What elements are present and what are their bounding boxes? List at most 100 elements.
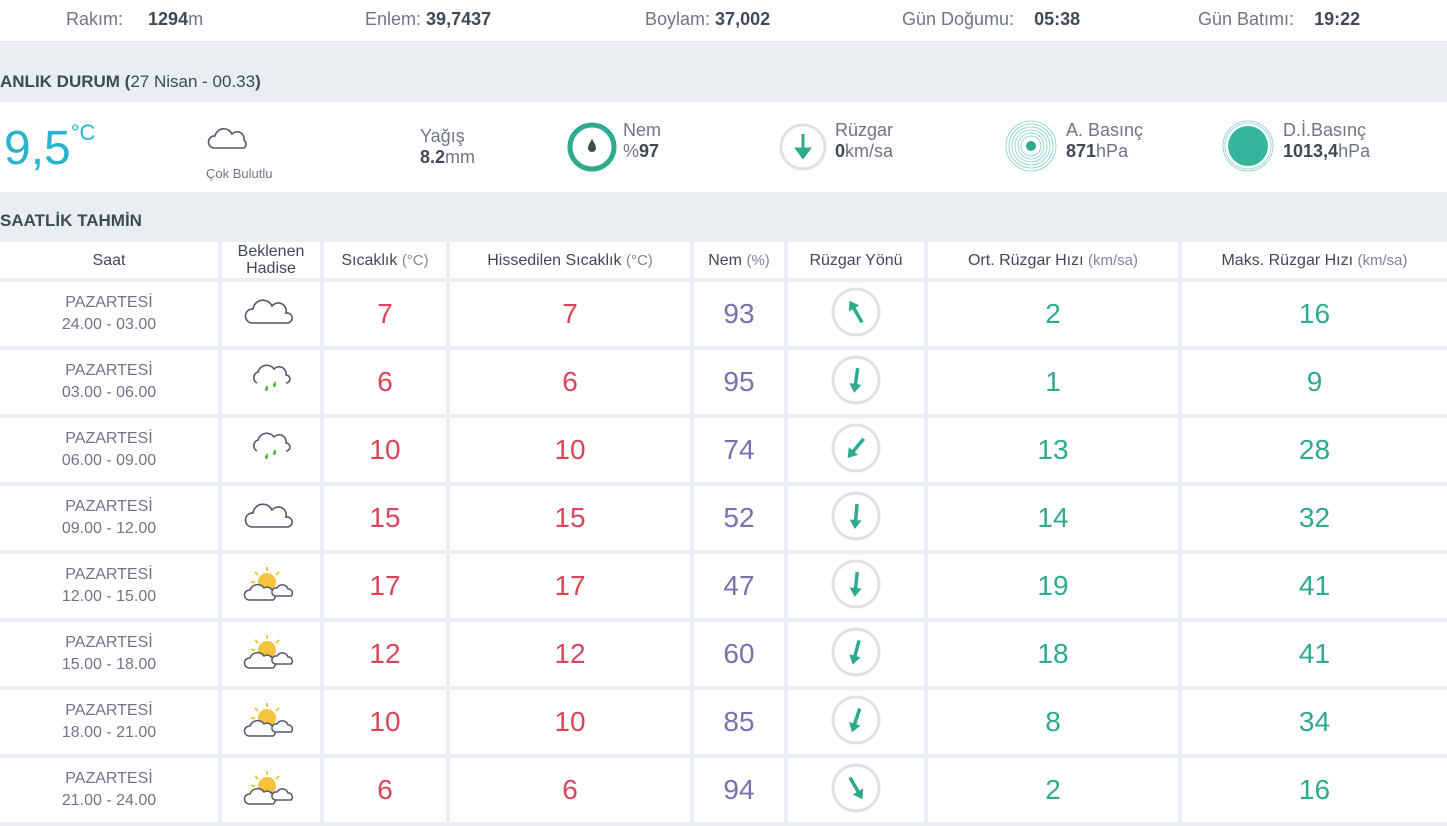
temperature: 6 [324,350,446,414]
table-row: PAZARTESİ 03.00 - 06.00 6 6 95 1 9 [0,350,1447,414]
col-ort: Ort. Rüzgar Hızı (km/sa) [928,242,1178,278]
wind-direction-icon [788,486,924,550]
rain-weather-icon [222,418,320,482]
max-wind-speed: 16 [1182,758,1447,822]
table-row: PAZARTESİ 12.00 - 15.00 17 17 47 19 41 [0,554,1447,618]
day-label: PAZARTESİ [65,362,153,379]
avg-wind-speed: 8 [928,690,1178,754]
wind-direction-icon [788,282,924,346]
day-label: PAZARTESİ [65,566,153,583]
wind-direction-icon [788,418,924,482]
col-nem: Nem (%) [694,242,784,278]
humidity: 60 [694,622,784,686]
cloud-weather-icon [222,282,320,346]
time-range: 12.00 - 15.00 [61,588,157,605]
wind-direction-icon [788,350,924,414]
humidity: 74 [694,418,784,482]
col-sicaklik: Sıcaklık (°C) [324,242,446,278]
wind-direction-icon [788,690,924,754]
avg-wind-speed: 18 [928,622,1178,686]
time-range: 09.00 - 12.00 [61,520,157,537]
wind-direction-icon [788,622,924,686]
time-cell: PAZARTESİ 12.00 - 15.00 [0,554,218,618]
max-wind-speed: 28 [1182,418,1447,482]
time-cell: PAZARTESİ 21.00 - 24.00 [0,758,218,822]
day-label: PAZARTESİ [65,294,153,311]
time-range: 06.00 - 09.00 [61,452,157,469]
time-range: 18.00 - 21.00 [61,724,157,741]
time-cell: PAZARTESİ 24.00 - 03.00 [0,282,218,346]
current-section-title: ANLIK DURUM (27 Nisan - 00.33) [0,42,1447,102]
sunset: Gün Batımı: 19:22 [1198,9,1361,29]
avg-wind-speed: 14 [928,486,1178,550]
current-temp: 9,5°C [4,120,96,175]
humidity: 95 [694,350,784,414]
wind: Rüzgar 0km/sa [835,120,894,161]
current-conditions: 9,5°C Çok Bulutlu Yağış 8.2mm Nem %97 Rüzg… [0,102,1447,192]
table-row: PAZARTESİ 09.00 - 12.00 15 15 52 14 32 [0,486,1447,550]
temperature: 17 [324,554,446,618]
location-info-bar: Rakım: 1294m Enlem: 39,7437 Boylam: 37,0… [0,0,1447,42]
humidity: 93 [694,282,784,346]
humidity: 52 [694,486,784,550]
temperature: 6 [324,758,446,822]
table-row: PAZARTESİ 18.00 - 21.00 10 10 85 8 34 [0,690,1447,754]
sunrise: Gün Doğumu: 05:38 [902,9,1081,29]
temperature: 15 [324,486,446,550]
day-label: PAZARTESİ [65,498,153,515]
feels-like: 10 [450,690,690,754]
humidity: 47 [694,554,784,618]
temperature: 12 [324,622,446,686]
feels-like: 17 [450,554,690,618]
avg-wind-speed: 2 [928,282,1178,346]
time-range: 15.00 - 18.00 [61,656,157,673]
max-wind-speed: 9 [1182,350,1447,414]
partly-weather-icon [222,758,320,822]
feels-like: 10 [450,418,690,482]
max-wind-speed: 34 [1182,690,1447,754]
feels-like: 7 [450,282,690,346]
pressure: A. Basınç 871hPa [1066,120,1144,161]
partly-weather-icon [222,690,320,754]
sea-level-pressure-icon [1221,119,1275,178]
day-label: PAZARTESİ [65,634,153,651]
max-wind-speed: 32 [1182,486,1447,550]
hourly-section-title: SAATLİK TAHMİN [0,192,1447,242]
feels-like: 15 [450,486,690,550]
col-hadise: Beklenen Hadise [222,242,320,278]
avg-wind-speed: 1 [928,350,1178,414]
humidity: Nem %97 [623,120,662,161]
table-row: PAZARTESİ 24.00 - 03.00 7 7 93 2 16 [0,282,1447,346]
max-wind-speed: 16 [1182,282,1447,346]
humidity: 85 [694,690,784,754]
humidity-gauge-icon [566,121,618,178]
col-yon: Rüzgar Yönü [788,242,924,278]
time-cell: PAZARTESİ 09.00 - 12.00 [0,486,218,550]
precipitation: Yağış 8.2mm [420,126,476,167]
partly-weather-icon [222,622,320,686]
sea-level-pressure: D.İ.Basınç 1013,4hPa [1283,120,1371,161]
col-hissedilen: Hissedilen Sıcaklık (°C) [450,242,690,278]
partly-weather-icon [222,554,320,618]
pressure-icon [1004,119,1058,178]
hourly-forecast-table: Saat Beklenen Hadise Sıcaklık (°C) Hisse… [0,238,1447,826]
rain-weather-icon [222,350,320,414]
time-range: 21.00 - 24.00 [61,792,157,809]
wind-direction-icon [788,554,924,618]
time-range: 03.00 - 06.00 [61,384,157,401]
temperature: 7 [324,282,446,346]
day-label: PAZARTESİ [65,430,153,447]
max-wind-speed: 41 [1182,622,1447,686]
max-wind-speed: 41 [1182,554,1447,618]
avg-wind-speed: 13 [928,418,1178,482]
wind-direction-icon [788,758,924,822]
col-maks: Maks. Rüzgar Hızı (km/sa) [1182,242,1447,278]
feels-like: 12 [450,622,690,686]
cloud-icon [206,126,254,157]
altitude: Rakım: 1294m [66,9,204,29]
condition-label: Çok Bulutlu [206,166,273,181]
feels-like: 6 [450,758,690,822]
table-row: PAZARTESİ 15.00 - 18.00 12 12 60 18 41 [0,622,1447,686]
time-range: 24.00 - 03.00 [61,316,157,333]
wind-direction-icon [778,122,828,177]
